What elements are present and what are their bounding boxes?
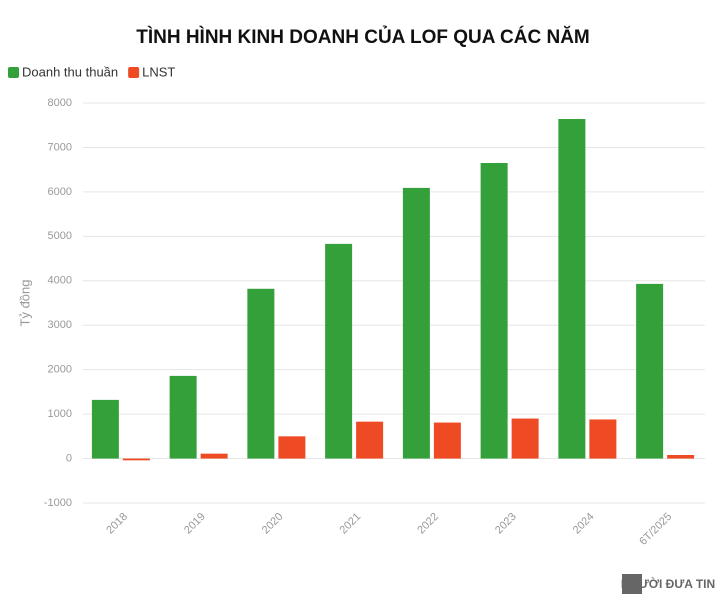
x-tick-label: 6T/2025 [637,511,674,548]
y-tick-label: 2000 [48,364,72,376]
bar [325,243,353,459]
y-tick-label: 0 [66,452,72,464]
y-axis-label: Tỷ đồng [17,280,32,327]
legend-swatch [128,67,140,78]
bar [667,455,695,459]
bar [200,453,228,459]
legend-swatch [8,67,19,78]
y-tick-label: 1000 [48,408,72,420]
y-tick-label: 5000 [48,230,72,242]
legend-label: Doanh thu thuần [22,64,118,79]
bar [247,288,275,459]
watermark-box [622,574,642,594]
bar [636,283,664,459]
bar [91,399,119,459]
x-tick-label: 2022 [415,511,441,537]
legend-label: LNST [142,64,175,79]
bar [480,163,508,459]
bar [122,458,150,461]
x-tick-label: 2019 [182,511,208,537]
bar [433,422,461,459]
y-tick-label: 3000 [48,319,72,331]
y-tick-label: 7000 [48,141,72,153]
y-tick-label: 4000 [48,275,72,287]
y-tick-label: -1000 [44,497,72,509]
x-tick-label: 2018 [104,511,130,537]
watermark-text: NGƯỜI ĐƯA TIN [621,576,715,591]
bar [169,375,197,459]
bar [356,421,384,459]
watermark: NGƯỜI ĐƯA TIN [621,574,715,594]
y-tick-label: 6000 [48,186,72,198]
y-tick-label: 8000 [48,97,72,109]
bar [402,187,430,459]
bar [278,436,306,459]
x-tick-label: 2024 [571,511,597,537]
x-tick-label: 2020 [260,511,286,537]
bar [558,119,586,459]
chart-title: TÌNH HÌNH KINH DOANH CỦA LOF QUA CÁC NĂM [136,26,590,48]
x-tick-label: 2021 [338,511,364,537]
bar [589,419,617,459]
bar [511,418,539,459]
x-tick-label: 2023 [493,511,519,537]
